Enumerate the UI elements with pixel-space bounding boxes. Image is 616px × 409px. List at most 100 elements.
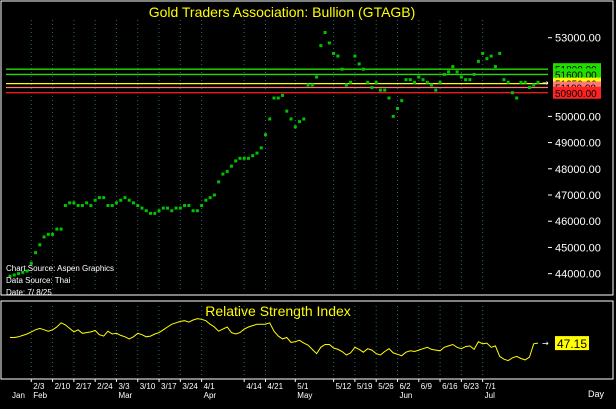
x-tick-label-7: 3/24	[182, 382, 198, 391]
price-point-84	[366, 80, 370, 84]
x-axis-unit-label: Day	[588, 389, 605, 399]
price-point-117	[506, 80, 510, 84]
x-tick-label-13: 5/19	[357, 382, 373, 391]
price-point-105	[455, 70, 459, 74]
rsi-panel-title: Relative Strength Index	[205, 303, 351, 319]
price-point-61	[268, 117, 272, 121]
chart-source-annotation: Chart Source: Aspen Graphics	[6, 264, 114, 273]
price-point-6	[34, 251, 38, 255]
price-point-42	[187, 203, 191, 207]
level-label-box-1	[553, 68, 601, 81]
price-tick-label-1: 45000.00	[555, 242, 601, 254]
date-annotation: Date: 7/ 8/25	[6, 288, 52, 297]
price-point-106	[459, 75, 463, 79]
price-point-98	[425, 80, 429, 84]
x-tick-label-18: 6/23	[463, 382, 479, 391]
price-last-arrow-icon: →	[542, 78, 549, 87]
price-point-69	[302, 117, 306, 121]
price-point-118	[510, 91, 514, 95]
price-tick-label-4: 48000.00	[555, 164, 601, 176]
price-point-75	[327, 41, 331, 45]
price-point-91	[395, 107, 399, 111]
price-point-89	[387, 96, 391, 100]
price-point-79	[344, 83, 348, 87]
price-point-119	[515, 96, 519, 100]
price-panel-title: Gold Traders Association: Bullion (GTAGB…	[149, 4, 416, 20]
price-point-103	[447, 70, 451, 74]
price-point-16	[76, 203, 80, 207]
price-point-108	[468, 78, 472, 82]
x-tick-label-2: 2/17	[76, 382, 92, 391]
x-tick-label-8: 4/1	[204, 382, 216, 391]
price-point-55	[242, 156, 246, 160]
price-point-112	[485, 57, 489, 61]
price-point-95	[413, 80, 417, 84]
x-tick-label-15: 6/2	[399, 382, 411, 391]
price-point-104	[451, 65, 455, 69]
price-point-37	[166, 206, 170, 210]
price-point-77	[336, 54, 340, 58]
price-point-31	[140, 206, 144, 210]
price-point-99	[430, 83, 434, 87]
price-point-63	[276, 96, 280, 100]
price-point-24	[110, 203, 114, 207]
price-point-23	[106, 203, 110, 207]
price-tick-label-3: 47000.00	[555, 190, 601, 202]
data-source-annotation: Data Source: Thai	[6, 276, 71, 285]
price-point-107	[464, 78, 468, 82]
price-point-13	[63, 203, 67, 207]
x-month-label-2: Mar	[118, 391, 132, 400]
price-point-17	[80, 203, 84, 207]
x-month-label-0: Jan	[12, 391, 25, 400]
price-point-123	[532, 83, 536, 87]
price-point-101	[438, 80, 442, 84]
price-point-67	[293, 125, 297, 129]
level-label-4: 50900.00	[555, 89, 597, 100]
price-point-110	[476, 59, 480, 63]
x-month-label-1: Feb	[33, 391, 47, 400]
price-point-114	[493, 65, 497, 69]
price-point-94	[408, 78, 412, 82]
price-point-36	[161, 206, 165, 210]
x-tick-label-1: 2/10	[55, 382, 71, 391]
price-point-35	[157, 209, 161, 213]
x-month-label-3: Apr	[204, 391, 217, 400]
price-point-44	[195, 209, 199, 213]
price-point-56	[246, 156, 250, 160]
price-point-85	[370, 86, 374, 90]
price-point-43	[191, 209, 195, 213]
level-label-box-4	[553, 86, 601, 99]
price-point-116	[502, 78, 506, 82]
price-point-83	[361, 67, 365, 71]
price-point-115	[498, 51, 502, 55]
price-point-60	[263, 133, 267, 137]
price-point-51	[225, 169, 229, 173]
price-point-102	[442, 72, 446, 76]
price-point-111	[481, 51, 485, 55]
price-point-62	[272, 96, 276, 100]
x-tick-label-17: 6/16	[442, 382, 458, 391]
x-month-label-5: Jun	[399, 391, 412, 400]
price-point-66	[289, 117, 293, 121]
price-point-122	[527, 86, 531, 90]
x-tick-label-3: 2/24	[97, 382, 113, 391]
price-point-120	[519, 80, 523, 84]
x-tick-label-4: 3/3	[118, 382, 130, 391]
price-point-0	[8, 274, 12, 278]
price-point-92	[400, 99, 404, 103]
price-point-22	[102, 196, 106, 200]
rsi-last-value-box	[555, 336, 589, 351]
price-point-90	[391, 114, 395, 118]
price-point-34	[153, 211, 157, 215]
price-point-2	[17, 272, 21, 276]
price-point-53	[234, 159, 238, 163]
price-point-73	[319, 44, 323, 48]
price-point-70	[306, 83, 310, 87]
price-tick-label-7: 53000.00	[555, 33, 601, 45]
x-tick-label-14: 5/26	[378, 382, 394, 391]
price-point-12	[59, 227, 63, 231]
x-tick-label-6: 3/17	[161, 382, 177, 391]
price-point-25	[114, 201, 118, 205]
price-point-113	[489, 54, 493, 58]
price-point-49	[217, 180, 221, 184]
